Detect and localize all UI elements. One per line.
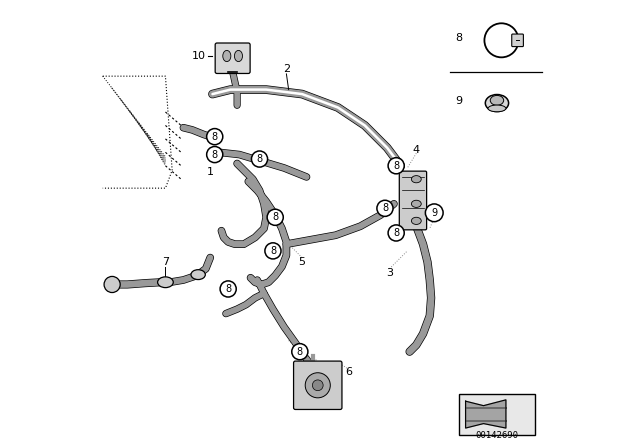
- Circle shape: [312, 380, 323, 391]
- Ellipse shape: [412, 200, 421, 207]
- Ellipse shape: [223, 51, 231, 62]
- Text: 4: 4: [413, 145, 420, 155]
- Circle shape: [388, 225, 404, 241]
- Circle shape: [104, 276, 120, 293]
- Ellipse shape: [157, 277, 173, 288]
- Circle shape: [207, 129, 223, 145]
- FancyBboxPatch shape: [459, 394, 535, 435]
- FancyBboxPatch shape: [215, 43, 250, 73]
- Ellipse shape: [234, 51, 243, 62]
- Circle shape: [292, 344, 308, 360]
- Text: 8: 8: [257, 154, 262, 164]
- Ellipse shape: [488, 105, 506, 112]
- Text: 8: 8: [297, 347, 303, 357]
- Circle shape: [426, 204, 443, 222]
- Text: 8: 8: [225, 284, 231, 294]
- Text: 8: 8: [212, 150, 218, 159]
- Text: 6: 6: [346, 367, 353, 377]
- Text: 00142690: 00142690: [476, 431, 518, 440]
- Text: 8: 8: [393, 228, 399, 238]
- Circle shape: [305, 373, 330, 398]
- Text: 8: 8: [212, 132, 218, 142]
- Text: 8: 8: [382, 203, 388, 213]
- Circle shape: [207, 146, 223, 163]
- Ellipse shape: [490, 95, 504, 105]
- Text: 10: 10: [192, 51, 206, 61]
- Circle shape: [388, 158, 404, 174]
- Text: 1: 1: [207, 167, 214, 177]
- Circle shape: [377, 200, 393, 216]
- Circle shape: [220, 281, 236, 297]
- Text: 9: 9: [431, 208, 437, 218]
- Circle shape: [252, 151, 268, 167]
- Text: 8: 8: [272, 212, 278, 222]
- Text: 2: 2: [283, 65, 290, 74]
- Ellipse shape: [412, 176, 421, 183]
- Ellipse shape: [485, 95, 509, 112]
- Ellipse shape: [412, 217, 421, 224]
- Text: 5: 5: [299, 257, 305, 267]
- Text: 3: 3: [386, 268, 393, 278]
- Text: 8: 8: [270, 246, 276, 256]
- Polygon shape: [466, 400, 506, 428]
- Circle shape: [267, 209, 284, 225]
- Text: 9: 9: [455, 96, 463, 106]
- Text: 8: 8: [455, 33, 463, 43]
- Text: 7: 7: [162, 257, 169, 267]
- FancyBboxPatch shape: [512, 34, 524, 47]
- FancyBboxPatch shape: [399, 171, 427, 230]
- Ellipse shape: [191, 270, 205, 280]
- Circle shape: [265, 243, 281, 259]
- FancyBboxPatch shape: [294, 361, 342, 409]
- Text: 8: 8: [393, 161, 399, 171]
